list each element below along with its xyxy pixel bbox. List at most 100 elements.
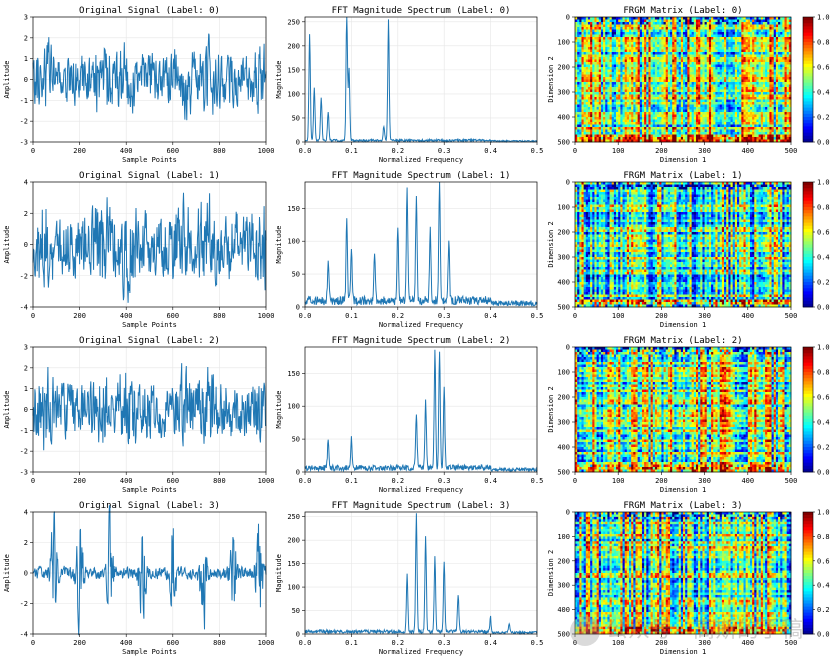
heatmap-cell <box>641 17 645 20</box>
heatmap-cell <box>605 47 608 50</box>
heatmap-cell <box>747 54 751 58</box>
heatmap-cell <box>657 92 660 95</box>
heatmap-cell <box>626 32 630 35</box>
heatmap-cell <box>600 97 604 100</box>
heatmap-cell <box>704 97 708 100</box>
heatmap-cell <box>585 87 589 90</box>
heatmap-cell <box>641 112 645 115</box>
heatmap-cell <box>594 64 597 68</box>
heatmap-cell <box>678 132 682 135</box>
heatmap-cell <box>758 137 762 140</box>
heatmap-cell <box>786 27 790 30</box>
heatmap-cell <box>754 77 757 80</box>
heatmap-cell <box>745 84 749 88</box>
heatmap-cell <box>762 107 766 110</box>
heatmap-cell <box>784 62 787 65</box>
heatmap-cell <box>598 49 602 53</box>
heatmap-cell <box>635 62 638 65</box>
heatmap-cell <box>724 104 727 108</box>
heatmap-cell <box>637 29 641 33</box>
heatmap-cell <box>624 89 628 93</box>
heatmap-cell <box>749 74 753 78</box>
heatmap-cell <box>648 44 651 48</box>
heatmap-cell <box>676 72 679 75</box>
heatmap-cell <box>711 112 714 115</box>
heatmap-cell <box>618 72 621 75</box>
heatmap-cell <box>734 124 738 128</box>
heatmap-cell <box>756 77 759 80</box>
heatmap-cell <box>590 94 593 98</box>
heatmap-cell <box>646 122 649 125</box>
heatmap-cell <box>657 62 660 65</box>
heatmap-cell <box>786 122 790 125</box>
heatmap-cell <box>726 127 729 130</box>
heatmap-cell <box>672 59 675 63</box>
heatmap-cell <box>775 92 779 95</box>
heatmap-cell <box>659 132 662 135</box>
heatmap-cell <box>721 124 725 128</box>
heatmap-cell <box>724 99 727 103</box>
heatmap-cell <box>739 134 742 138</box>
heatmap-cell <box>631 59 634 63</box>
heatmap-cell <box>782 49 785 53</box>
heatmap-cell <box>752 114 755 118</box>
heatmap-cell <box>678 47 682 50</box>
heatmap-cell <box>732 112 736 115</box>
heatmap-cell <box>784 107 787 110</box>
heatmap-cell <box>700 57 703 60</box>
heatmap-cell <box>583 112 587 115</box>
heatmap-cell <box>788 64 792 68</box>
heatmap-cell <box>739 77 742 80</box>
heatmap-cell <box>633 117 636 120</box>
heatmap-cell <box>765 132 768 135</box>
heatmap-cell <box>704 77 708 80</box>
heatmap-cell <box>762 94 766 98</box>
heatmap-cell <box>689 44 692 48</box>
heatmap-cell <box>689 112 692 115</box>
heatmap-cell <box>687 64 690 68</box>
heatmap-cell <box>618 69 621 73</box>
heatmap-cell <box>635 112 638 115</box>
heatmap-cell <box>758 112 762 115</box>
heatmap-cell <box>650 64 654 68</box>
heatmap-cell <box>635 27 638 30</box>
heatmap-cell <box>719 92 723 95</box>
heatmap-cell <box>672 87 675 90</box>
heatmap-cell <box>693 54 697 58</box>
heatmap-cell <box>581 97 584 100</box>
heatmap-cell <box>629 82 632 85</box>
heatmap-cell <box>687 99 690 103</box>
heatmap-cell <box>650 107 654 110</box>
heatmap-cell <box>788 89 792 93</box>
heatmap-cell <box>769 54 772 58</box>
heatmap-cell <box>732 39 736 43</box>
heatmap-cell <box>609 59 613 63</box>
heatmap-cell <box>758 79 762 83</box>
heatmap-cell <box>607 57 610 60</box>
heatmap-cell <box>607 122 610 125</box>
heatmap-cell <box>644 44 647 48</box>
heatmap-cell <box>652 82 656 85</box>
heatmap-cell <box>765 62 768 65</box>
heatmap-cell <box>585 67 589 70</box>
heatmap-cell <box>674 67 677 70</box>
heatmap-cell <box>704 112 708 115</box>
heatmap-cell <box>680 109 684 113</box>
heatmap-cell <box>758 104 762 108</box>
heatmap-cell <box>639 104 643 108</box>
heatmap-cell <box>743 54 746 58</box>
heatmap-cell <box>700 77 703 80</box>
heatmap-cell <box>626 94 630 98</box>
heatmap-cell <box>711 109 714 113</box>
heatmap-cell <box>698 69 701 73</box>
heatmap-cell <box>689 77 692 80</box>
heatmap-cell <box>704 22 708 25</box>
heatmap-cell <box>607 64 610 68</box>
heatmap-cell <box>698 47 701 50</box>
heatmap-cell <box>659 114 662 118</box>
heatmap-cell <box>587 109 591 113</box>
heatmap-cell <box>635 64 638 68</box>
heatmap-cell <box>577 109 580 113</box>
heatmap-cell <box>577 57 580 60</box>
heatmap-cell <box>622 87 625 90</box>
